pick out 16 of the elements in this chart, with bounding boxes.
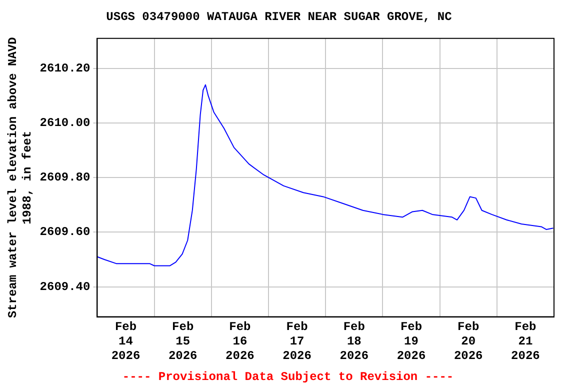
x-tick-label: Feb 20 2026 — [454, 320, 483, 363]
text: ---- Provisional Data Subject to Revision ---- — [122, 370, 454, 384]
x-tick-label: Feb 15 2026 — [168, 320, 198, 363]
x-tick-label: Feb 21 2026 — [511, 320, 540, 363]
chart-title: USGS 03479000 WATAUGA RIVER NEAR SUGAR GROVE, NC — [106, 10, 452, 24]
y-tick-label: 2609.80 — [40, 170, 90, 185]
x-tick-label: Feb 18 2026 — [340, 320, 369, 363]
x-tick-label: Feb 16 2026 — [226, 320, 254, 363]
y-tick-label: 2609.40 — [40, 280, 90, 294]
y-tick-label: 2610.20 — [40, 61, 90, 76]
x-tick-label: Feb 14 2026 — [111, 320, 140, 363]
y-tick-label: 2610.00 — [40, 116, 90, 130]
x-tick-label: Feb 19 2026 — [396, 320, 426, 363]
x-tick-label: Feb 17 2026 — [282, 320, 312, 363]
y-axis-title: Stream water level elevation above NAVD 1988, in feet — [6, 37, 35, 318]
y-tick-label: 2609.60 — [40, 225, 90, 240]
